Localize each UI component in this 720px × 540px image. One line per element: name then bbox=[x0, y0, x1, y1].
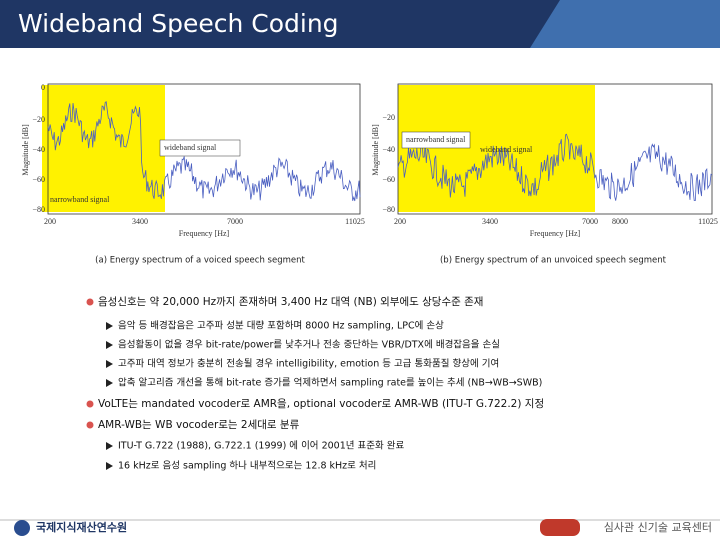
bullet-dot bbox=[86, 400, 94, 408]
band-label: narrowband signal bbox=[50, 195, 110, 204]
x-tick-label: 11025 bbox=[698, 217, 718, 226]
logo-right bbox=[540, 519, 580, 536]
sub-marker bbox=[106, 360, 113, 368]
footer-right: 심사관 신기술 교육센터 bbox=[604, 521, 712, 534]
y-tick-label: −60 bbox=[382, 175, 395, 184]
y-tick-label: −80 bbox=[382, 205, 395, 214]
x-tick-label: 7000 bbox=[227, 217, 243, 226]
x-tick-label: 3400 bbox=[482, 217, 498, 226]
x-tick-label: 200 bbox=[394, 217, 406, 226]
y-tick-label: −40 bbox=[382, 145, 395, 154]
sub-marker bbox=[106, 462, 113, 470]
sub-bullet: 음성활동이 없을 경우 bit-rate/power를 낮추거나 전송 중단하는… bbox=[118, 339, 500, 351]
x-axis-label: Frequency [Hz] bbox=[530, 229, 581, 238]
sub-bullet: 압축 알고리즘 개선을 통해 bit-rate 증가를 억제하면서 sampli… bbox=[118, 377, 542, 389]
caption: (a) Energy spectrum of a voiced speech s… bbox=[95, 256, 305, 266]
y-axis-label: Magnitude [dB] bbox=[21, 124, 30, 176]
bullet-dot bbox=[86, 421, 94, 429]
title: Wideband Speech Coding bbox=[18, 9, 339, 38]
y-tick-label: −60 bbox=[32, 175, 45, 184]
inner-label: narrowband signal bbox=[406, 135, 466, 144]
plot-frame bbox=[47, 83, 361, 215]
title-bar bbox=[0, 0, 560, 48]
spectrum-line bbox=[47, 101, 361, 202]
caption: (b) Energy spectrum of an unvoiced speec… bbox=[440, 256, 667, 266]
bullet: VoLTE는 mandated vocoder로 AMR을, optional … bbox=[98, 398, 544, 410]
bullet-dot bbox=[86, 298, 94, 306]
sub-marker bbox=[106, 341, 113, 349]
sub-marker bbox=[106, 379, 113, 387]
footer-left: 국제지식재산연수원 bbox=[36, 520, 127, 534]
sub-bullet: 16 kHz로 음성 sampling 하나 내부적으로는 12.8 kHz로 … bbox=[118, 460, 376, 472]
inner-label-box bbox=[401, 131, 471, 149]
logo-left bbox=[14, 520, 30, 536]
y-tick-label: −20 bbox=[32, 115, 45, 124]
plot-frame bbox=[397, 83, 713, 215]
sub-bullet: ITU-T G.722 (1988), G.722.1 (1999) 에 이어 … bbox=[118, 441, 404, 452]
x-tick-label: 3400 bbox=[132, 217, 148, 226]
sub-bullet: 음악 등 배경잡음은 고주파 성분 대량 포함하며 8000 Hz sampli… bbox=[118, 320, 444, 332]
y-tick-label: −20 bbox=[382, 113, 395, 122]
sub-marker bbox=[106, 442, 113, 450]
y-tick-label: −80 bbox=[32, 205, 45, 214]
sub-bullet: 고주파 대역 정보가 충분히 전송될 경우 intelligibility, e… bbox=[118, 358, 499, 370]
x-tick-label: 8000 bbox=[612, 217, 628, 226]
spectrum-line bbox=[397, 133, 713, 202]
y-tick-label: 0 bbox=[41, 83, 45, 92]
y-tick-label: −40 bbox=[32, 145, 45, 154]
y-axis-label: Magnitude [dB] bbox=[371, 124, 380, 176]
x-tick-label: 11025 bbox=[345, 217, 365, 226]
bullet: 음성신호는 약 20,000 Hz까지 존재하며 3,400 Hz 대역 (NB… bbox=[98, 295, 483, 308]
x-tick-label: 7000 bbox=[582, 217, 598, 226]
inner-label-box bbox=[159, 139, 241, 157]
band-label: wideband signal bbox=[480, 145, 533, 154]
band-highlight bbox=[42, 85, 165, 212]
inner-label: wideband signal bbox=[164, 143, 217, 152]
sub-marker bbox=[106, 322, 113, 330]
x-tick-label: 200 bbox=[44, 217, 56, 226]
bullet: AMR-WB는 WB vocoder로는 2세대로 분류 bbox=[98, 419, 300, 431]
x-axis-label: Frequency [Hz] bbox=[179, 229, 230, 238]
